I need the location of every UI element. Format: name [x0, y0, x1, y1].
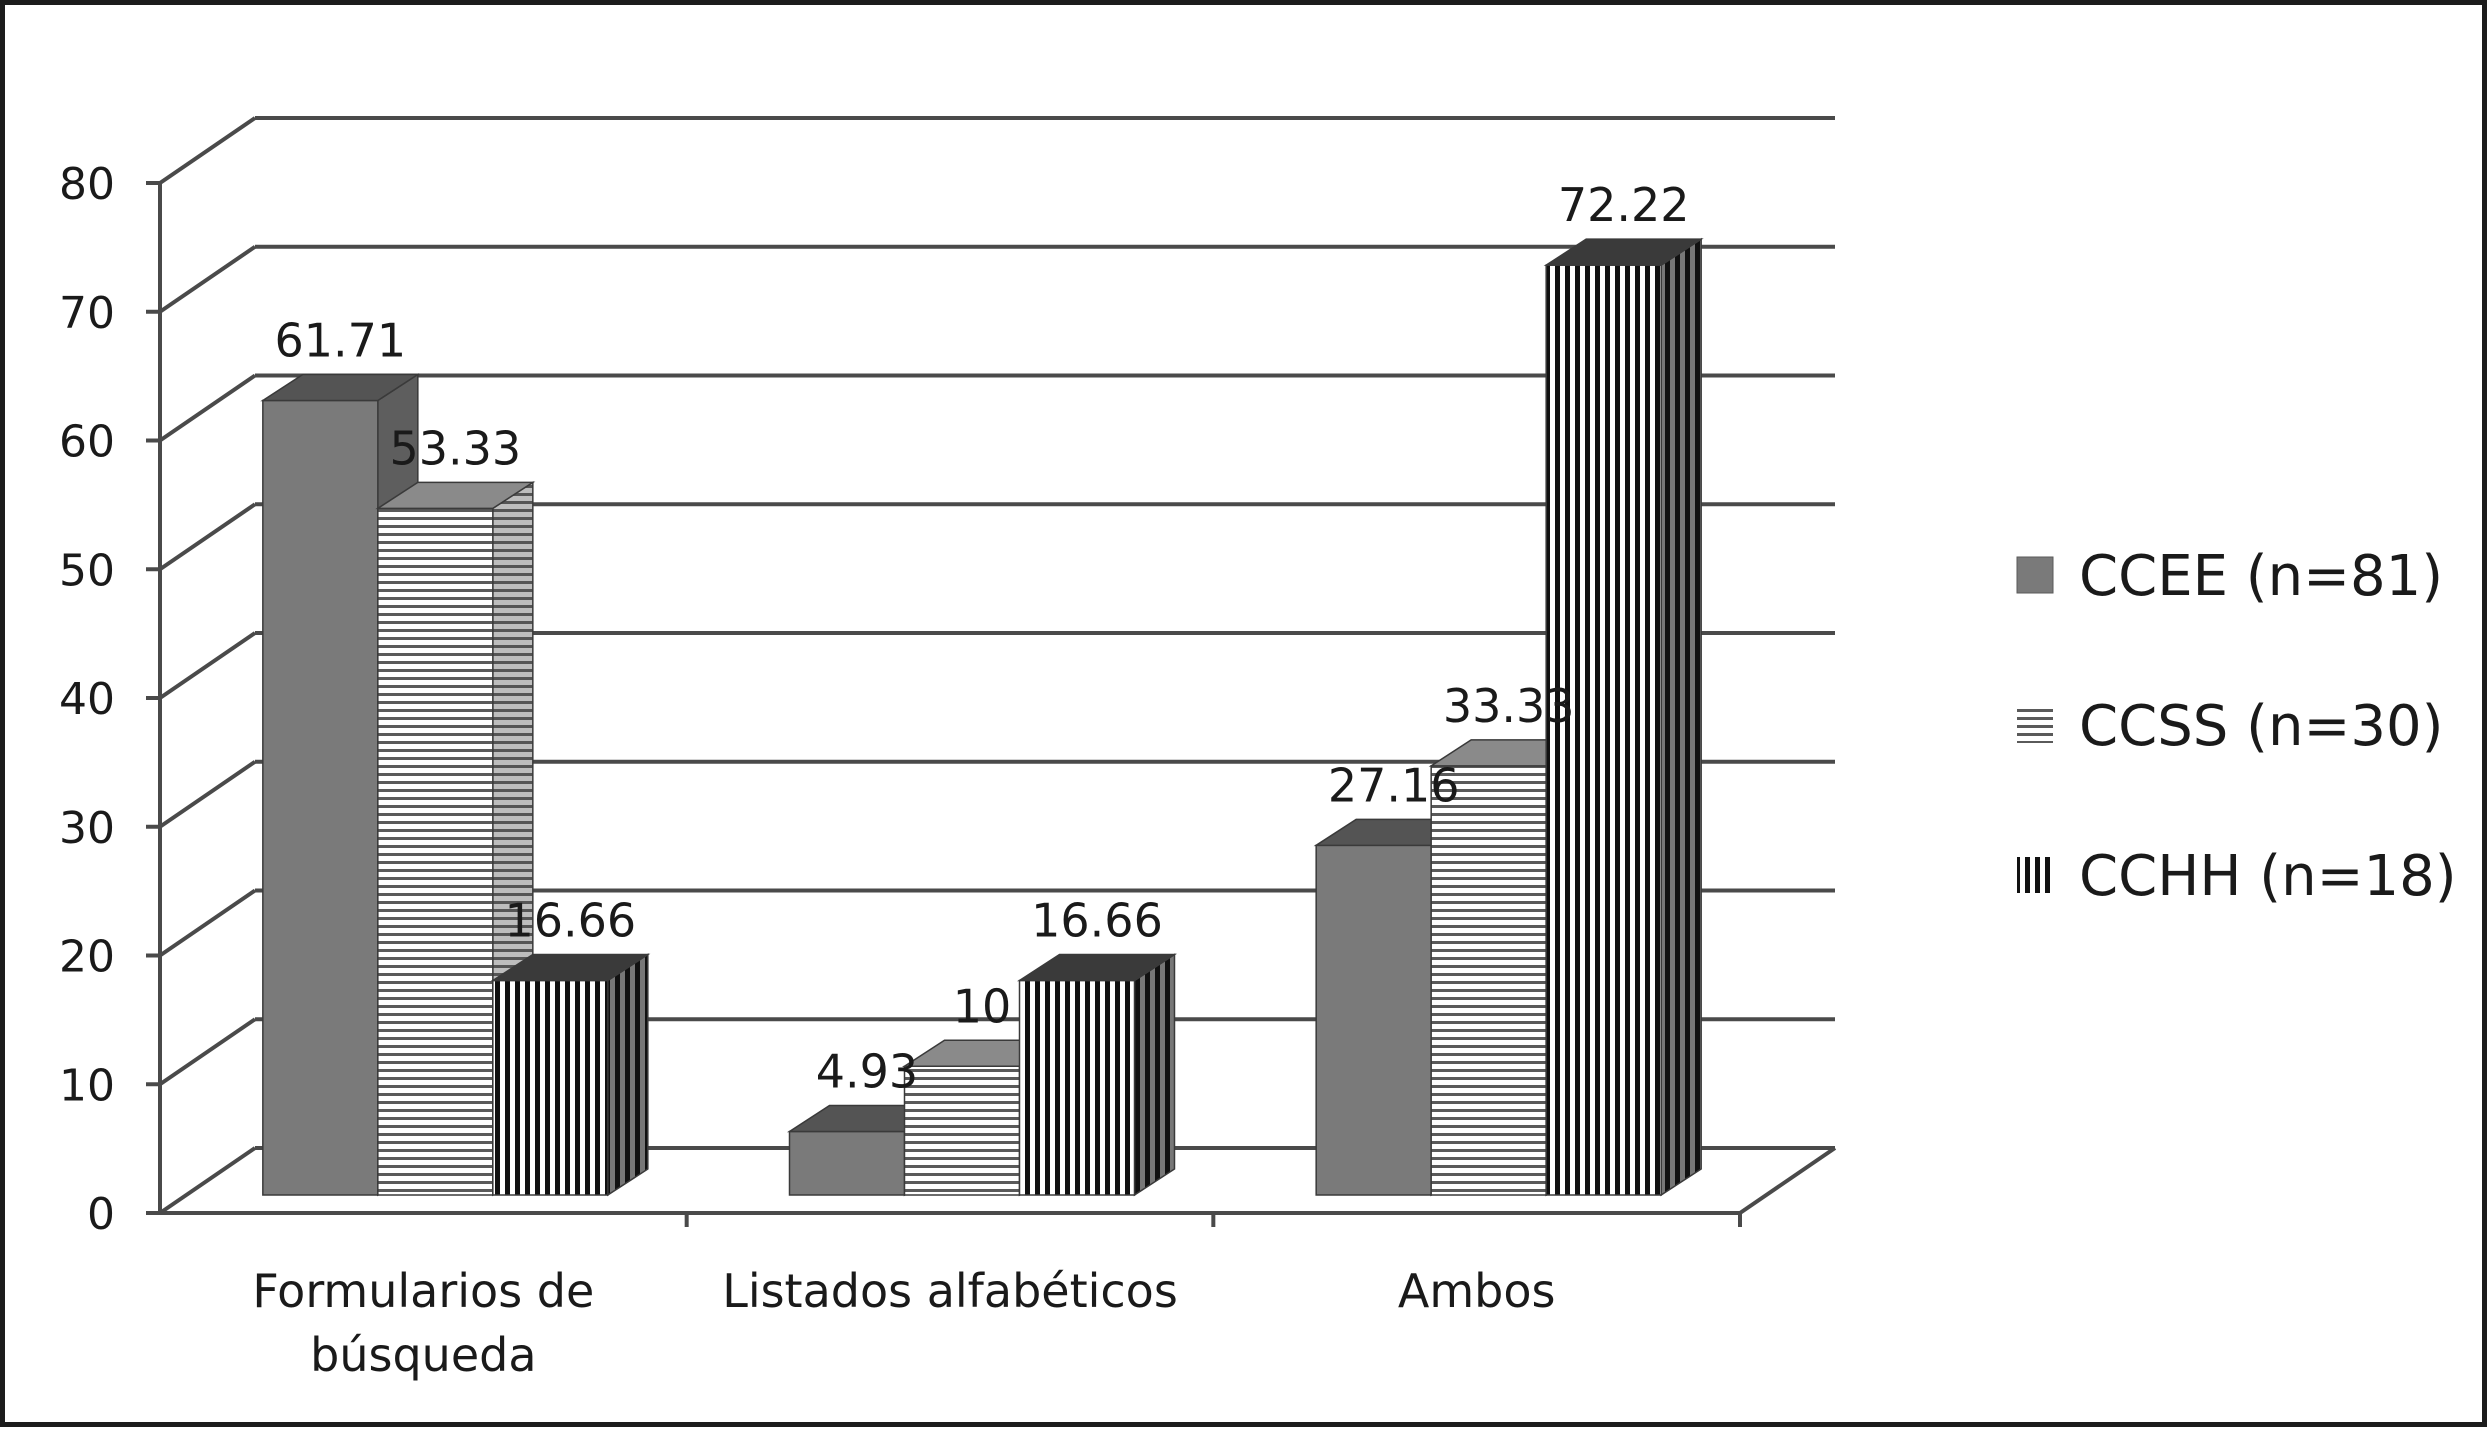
bar-top [490, 953, 651, 982]
bar [1543, 237, 1704, 1197]
x-category-label: Formularios de búsqueda [252, 1264, 594, 1382]
data-label: 61.71 [274, 313, 406, 367]
bars [260, 237, 1704, 1197]
gridline-diagonal [158, 245, 257, 314]
bar-top [260, 373, 421, 402]
y-tick-label: 20 [59, 932, 115, 983]
legend-swatch [2017, 857, 2053, 893]
bar-front [1545, 264, 1662, 1196]
y-tick-label: 50 [59, 545, 115, 596]
y-tick-label: 30 [59, 803, 115, 854]
bar-front [788, 1130, 906, 1196]
gridline-diagonal [158, 1017, 257, 1086]
gridline-diagonal [158, 631, 257, 700]
x-category-label: Listados alfabéticos [722, 1264, 1178, 1318]
legend-label: CCSS (n=30) [2079, 694, 2443, 759]
bar-top [1543, 238, 1704, 266]
bar-front [1018, 979, 1136, 1196]
bar-front [903, 1065, 1021, 1196]
gridline-diagonal [158, 116, 257, 185]
legend-swatch [2017, 707, 2053, 743]
bar-front [1315, 844, 1432, 1196]
y-tick-label: 40 [59, 674, 115, 725]
bar-side [607, 953, 649, 1197]
data-labels: 61.71 53.33 16.66 4.93 10 16.66 27.16 33.33 72.2… [274, 178, 1689, 1098]
legend-swatch [2016, 556, 2054, 594]
y-tick-label: 80 [59, 159, 115, 210]
data-label: 10 [953, 979, 1012, 1033]
y-tick-label: 70 [59, 288, 115, 339]
bar-side [1660, 237, 1702, 1197]
bar-chart: 0 10 20 30 40 50 60 70 80 Formularios de búsqueda L… [59, 116, 2457, 1382]
data-label: 72.22 [1558, 178, 1690, 232]
legend-label: CCEE (n=81) [2079, 544, 2443, 609]
bar [1016, 953, 1178, 1197]
y-tick-label: 0 [87, 1189, 115, 1240]
legend: CCEE (n=81) CCSS (n=30) CCHH (n=18) [2016, 544, 2457, 909]
bar-front [377, 507, 494, 1196]
bar-top [375, 481, 536, 510]
data-label: 27.16 [1328, 758, 1460, 812]
data-label: 53.33 [389, 421, 521, 475]
bar-top [1016, 953, 1178, 982]
bar [490, 953, 651, 1197]
axes: 0 10 20 30 40 50 60 70 80 Formularios de búsqueda L… [59, 159, 1837, 1382]
bar-front [492, 979, 609, 1196]
bar-front [262, 399, 379, 1196]
data-label: 16.66 [504, 894, 636, 948]
legend-label: CCHH (n=18) [2079, 844, 2457, 909]
y-tick-label: 10 [59, 1060, 115, 1111]
data-label: 16.66 [1031, 894, 1163, 948]
floor-edge [1738, 1146, 1837, 1215]
x-category-label: Ambos [1398, 1264, 1556, 1318]
y-tick-label: 60 [59, 417, 115, 468]
gridline-diagonal [158, 888, 257, 958]
data-label: 4.93 [816, 1045, 918, 1099]
bar-front [1430, 765, 1547, 1196]
bar-side [1133, 953, 1176, 1197]
gridline-diagonal [158, 373, 257, 443]
gridline-diagonal [158, 1146, 257, 1215]
data-label: 33.33 [1443, 679, 1575, 733]
gridline-diagonal [158, 760, 257, 829]
gridline-diagonal [158, 502, 257, 571]
